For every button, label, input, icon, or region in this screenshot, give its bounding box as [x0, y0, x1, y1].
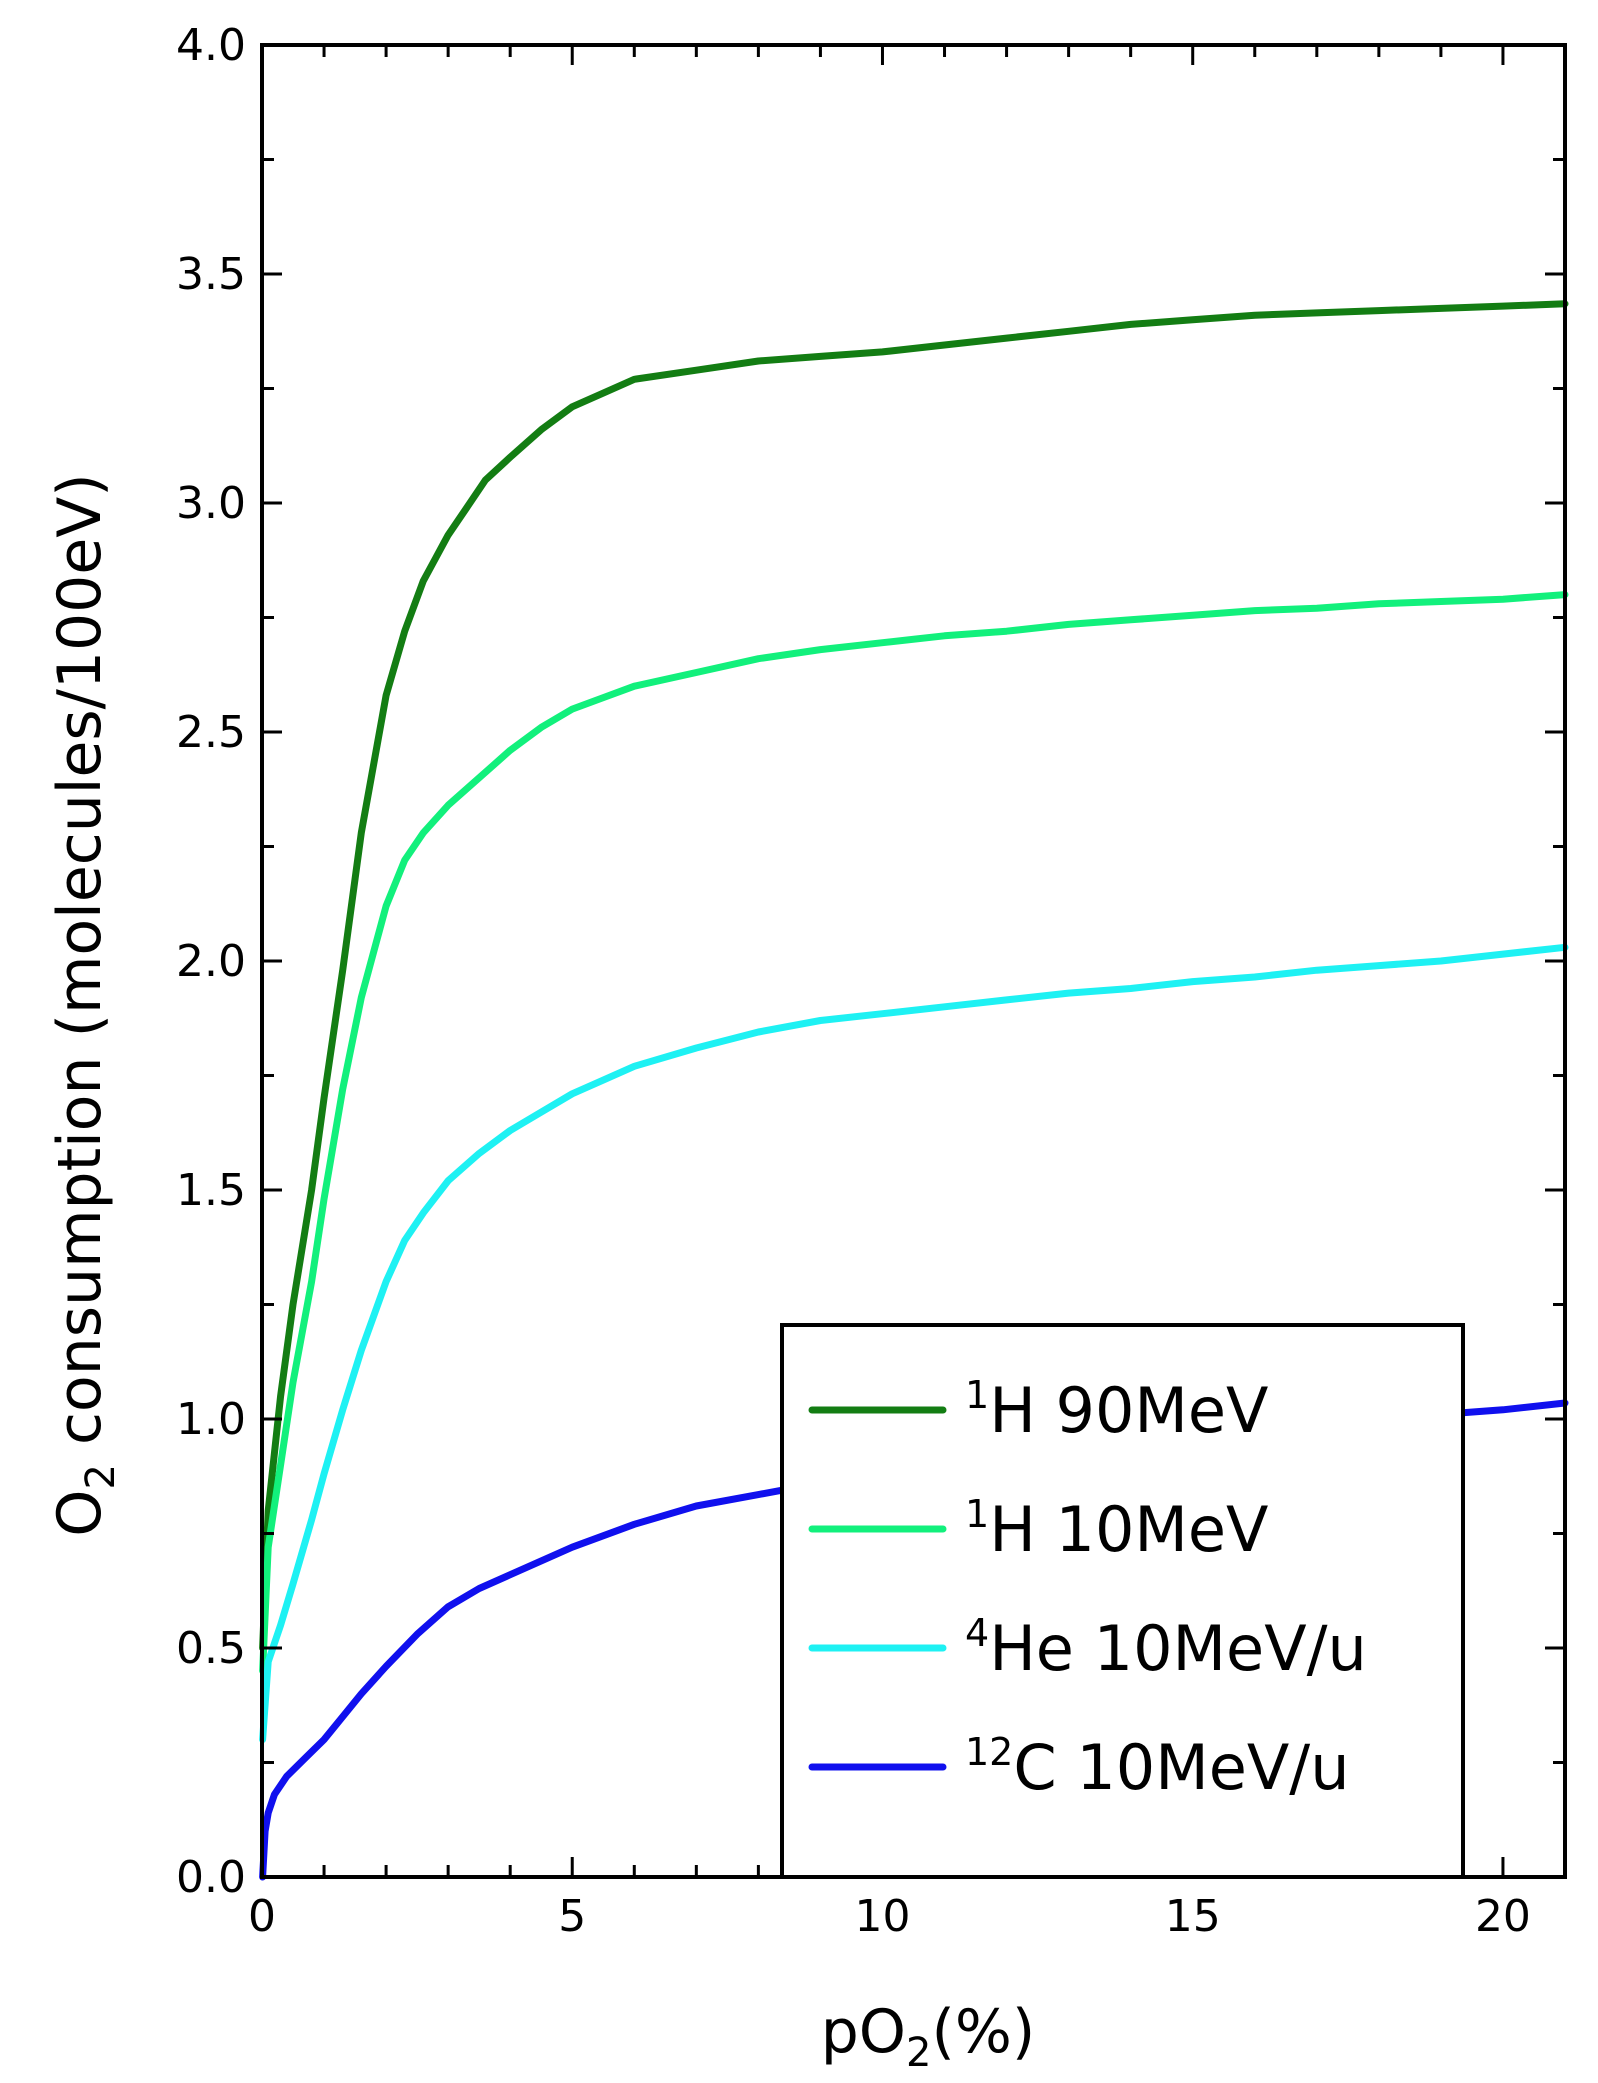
- x-tick-label: 0: [248, 1891, 276, 1942]
- legend-label-main: H 10MeV: [989, 1493, 1268, 1566]
- legend-label-sup: 1: [965, 1373, 989, 1417]
- tick-labels: 0 5 10 15 20 0.0 0.5 1.0 1.5 2.0 2.5 3.0 3.5 4.0: [176, 20, 1531, 1942]
- legend-label-2: 4He 10MeV/u: [965, 1611, 1367, 1685]
- y-tick-label: 1.5: [176, 1165, 246, 1216]
- y-axis-label: O2 consumption (molecules/100eV): [45, 473, 124, 1536]
- y-tick-label: 3.0: [176, 478, 246, 529]
- x-tick-label: 20: [1475, 1891, 1531, 1942]
- legend-label-3: 12C 10MeV/u: [965, 1730, 1350, 1804]
- series-line-2: [259, 943, 1569, 1744]
- x-axis-label-main: pO: [821, 1997, 906, 2067]
- legend-label-1: 1H 10MeV: [965, 1492, 1268, 1566]
- y-axis-label-tail: consumption (molecules/100eV): [45, 473, 115, 1464]
- legend-label-sup: 1: [965, 1492, 989, 1536]
- y-tick-label: 2.0: [176, 936, 246, 987]
- legend-label-main: C 10MeV/u: [1013, 1731, 1349, 1804]
- series-line-1: [259, 591, 1569, 1675]
- x-tick-label: 15: [1165, 1891, 1221, 1942]
- legend-box: [780, 1323, 1465, 1879]
- legend-label-main: H 90MeV: [989, 1374, 1268, 1447]
- y-axis-label-main: O: [45, 1489, 115, 1536]
- legend-label-main: He 10MeV/u: [989, 1612, 1367, 1685]
- x-axis-label: pO2(%): [821, 1997, 1036, 2076]
- series-line-0: [259, 300, 1569, 1652]
- y-tick-label: 0.5: [176, 1623, 246, 1674]
- y-tick-label: 0.0: [176, 1852, 246, 1903]
- x-tick-label: 5: [558, 1891, 586, 1942]
- legend-label-sup: 12: [965, 1730, 1013, 1774]
- y-axis-label-sub: 2: [78, 1464, 124, 1489]
- y-tick-label: 3.5: [176, 249, 246, 300]
- y-tick-label: 4.0: [176, 20, 246, 71]
- x-axis-label-tail: (%): [931, 1997, 1035, 2067]
- x-axis-label-sub: 2: [906, 2030, 931, 2076]
- x-tick-label: 10: [854, 1891, 910, 1942]
- y-tick-label: 2.5: [176, 707, 246, 758]
- legend-label-sup: 4: [965, 1611, 989, 1655]
- legend-label-0: 1H 90MeV: [965, 1373, 1268, 1447]
- y-tick-label: 1.0: [176, 1394, 246, 1445]
